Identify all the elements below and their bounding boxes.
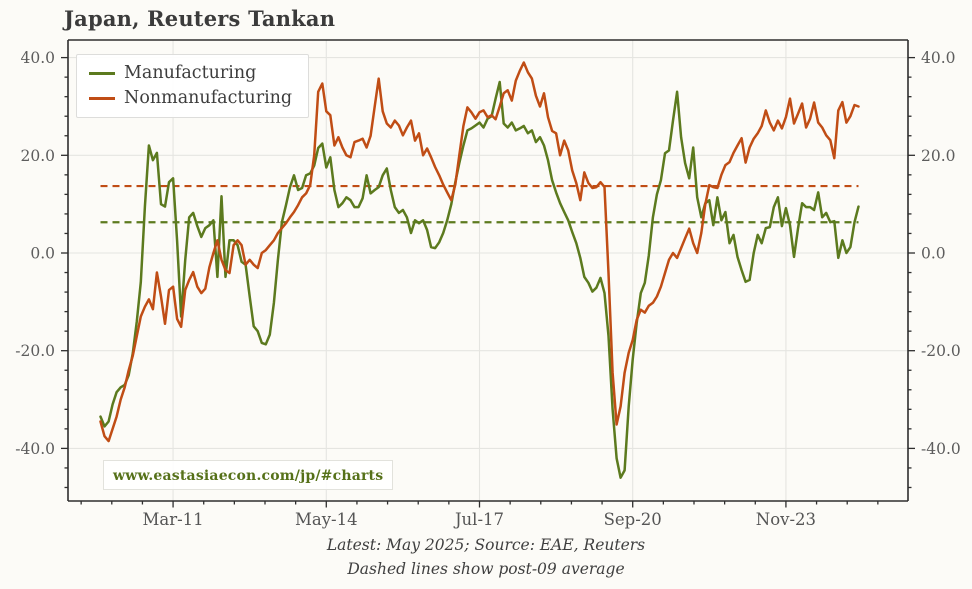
footer-source: Latest: May 2025; Source: EAE, Reuters (326, 536, 646, 554)
y-axis-label-right: 40.0 (921, 49, 956, 67)
x-axis-label: Sep-20 (604, 510, 662, 529)
x-axis-label: Mar-11 (142, 510, 203, 529)
y-axis-label-left: -40.0 (15, 440, 55, 458)
footer-note: Dashed lines show post-09 average (347, 560, 625, 578)
legend: Manufacturing Nonmanufacturing (76, 54, 310, 119)
y-axis-label-left: 20.0 (20, 147, 55, 165)
y-axis-label-left: 0.0 (30, 245, 55, 263)
manufacturing-line (99, 80, 860, 479)
nonmanufacturing-line-swatch (89, 96, 115, 100)
y-axis-label-right: -20.0 (921, 342, 961, 360)
watermark-url: www.eastasiaecon.com/jp/#charts (113, 468, 384, 484)
x-axis-label: Nov-23 (756, 510, 816, 529)
average-lines (100, 184, 859, 224)
legend-label-nonmanufacturing: Nonmanufacturing (124, 88, 293, 109)
legend-item-nonmanufacturing: Nonmanufacturing (89, 88, 292, 108)
series-lines (99, 61, 860, 479)
legend-item-manufacturing: Manufacturing (89, 63, 292, 83)
legend-label-manufacturing: Manufacturing (124, 63, 257, 83)
y-axis-label-right: 0.0 (921, 245, 946, 263)
y-axis-label-left: -20.0 (15, 342, 55, 360)
manufacturing-line-swatch (89, 71, 115, 75)
page-title: Japan, Reuters Tankan (64, 6, 336, 31)
x-axis-label: Jul-17 (453, 510, 504, 529)
watermark: www.eastasiaecon.com/jp/#charts (103, 460, 394, 490)
axis-tick-labels: 40.0 40.0 20.0 20.0 0.0 0.0 -20.0 -20.0 -40.0 -40… (15, 49, 961, 529)
y-axis-label-left: 40.0 (20, 49, 55, 67)
x-axis-label: May-14 (295, 510, 358, 529)
y-axis-label-right: 20.0 (921, 147, 956, 165)
nonmanufacturing-line (99, 61, 860, 443)
axis-ticks (61, 56, 915, 508)
y-axis-label-right: -40.0 (921, 440, 961, 458)
